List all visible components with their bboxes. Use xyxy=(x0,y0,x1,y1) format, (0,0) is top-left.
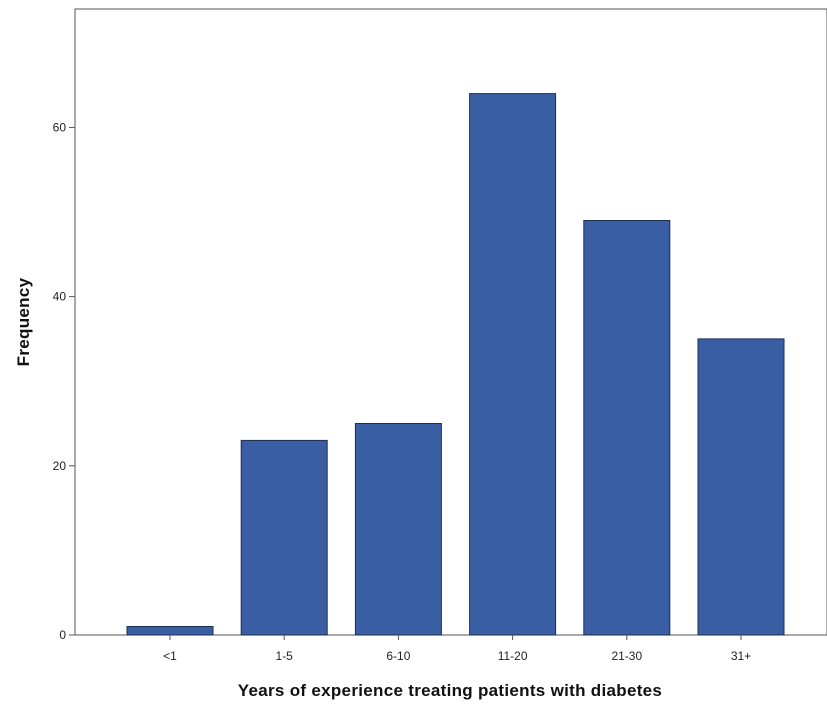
y-tick-label: 40 xyxy=(53,290,67,304)
x-tick-label: 11-20 xyxy=(498,649,528,663)
y-tick-label: 60 xyxy=(53,120,67,134)
y-tick-label: 0 xyxy=(59,628,66,642)
x-tick-label: 31+ xyxy=(731,649,751,663)
y-axis: 0 20 40 60 xyxy=(53,120,75,642)
x-axis-title: Years of experience treating patients wi… xyxy=(238,681,662,700)
bar xyxy=(126,626,214,636)
bar xyxy=(240,439,328,636)
x-axis: <1 1-5 6-10 11-20 21-30 31+ xyxy=(163,635,751,663)
bar xyxy=(697,338,785,636)
x-tick-label: 6-10 xyxy=(386,649,410,663)
y-tick-label: 20 xyxy=(53,459,67,473)
bar xyxy=(583,220,671,636)
x-tick-label: <1 xyxy=(163,649,177,663)
bar xyxy=(469,93,557,636)
y-axis-title: Frequency xyxy=(14,277,33,366)
x-tick-label: 1-5 xyxy=(276,649,294,663)
bar xyxy=(354,423,442,636)
x-tick-label: 21-30 xyxy=(611,649,642,663)
